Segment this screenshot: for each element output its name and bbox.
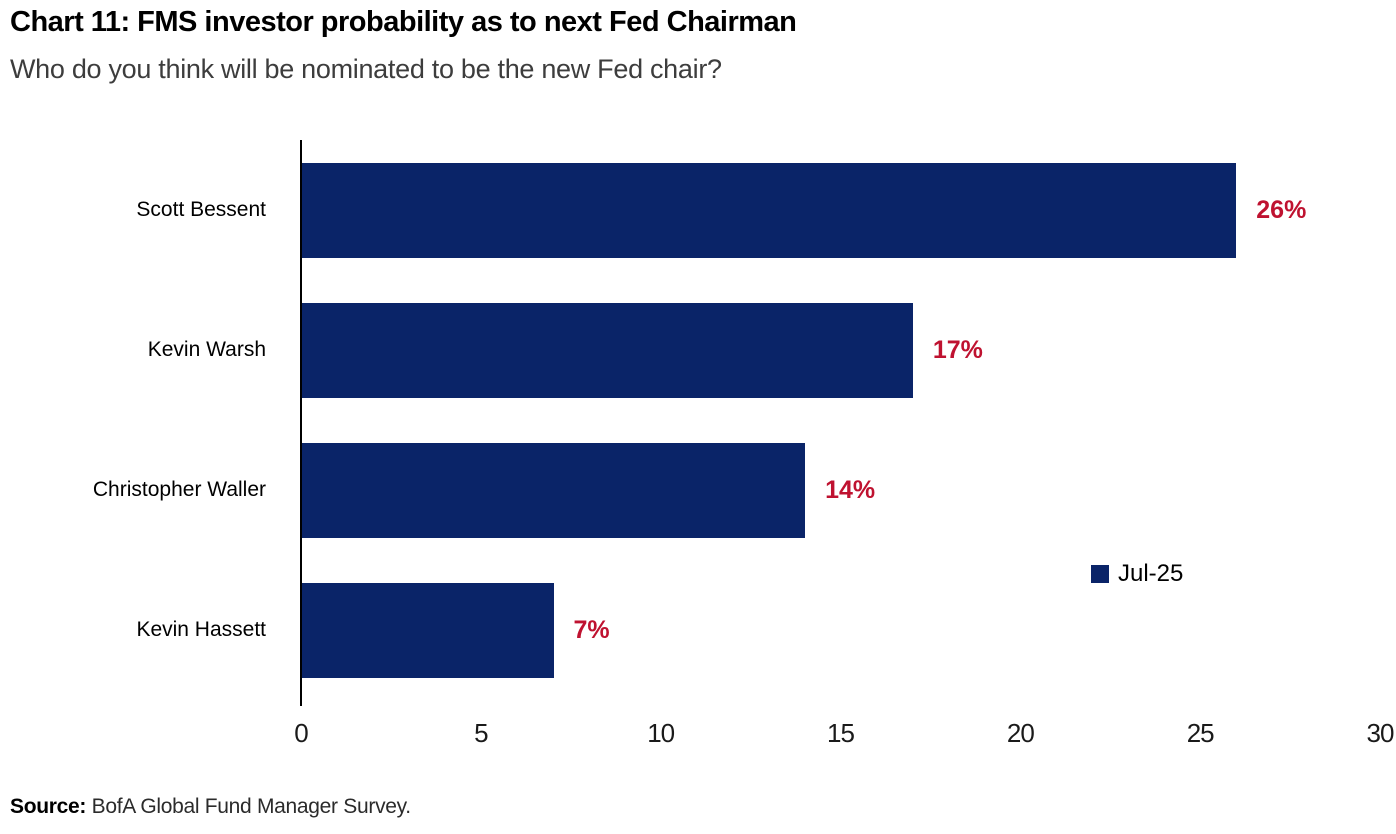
bar-track: 7% (302, 560, 1380, 700)
bar-track: 14% (302, 420, 1380, 560)
x-tick: 15 (827, 718, 855, 748)
bar (302, 582, 554, 678)
category-label: Kevin Warsh (147, 338, 266, 361)
bar-track: 17% (302, 280, 1380, 420)
value-label: 17% (932, 335, 983, 364)
x-tick: 0 (294, 718, 309, 748)
x-axis-ticks: 0 5 10 15 20 25 30 (0, 718, 1396, 758)
legend-label: Jul-25 (1118, 560, 1184, 587)
bar (302, 442, 806, 538)
source-line: Source: BofA Global Fund Manager Survey. (10, 795, 411, 819)
category-label: Kevin Hassett (136, 618, 266, 641)
source-label: Source: (10, 795, 87, 818)
x-tick: 10 (647, 718, 675, 748)
bar-chart: Scott Bessent 26% Kevin Warsh 17% Christophe… (0, 140, 1396, 780)
chart-subtitle: Who do you think will be nominated to be… (10, 54, 722, 84)
bar (302, 162, 1237, 258)
bar-row: Scott Bessent 26% (0, 140, 1396, 280)
value-label: 26% (1256, 195, 1307, 224)
legend: Jul-25 (1091, 560, 1183, 588)
legend-swatch (1091, 565, 1109, 583)
x-tick: 20 (1006, 718, 1035, 748)
source-text: BofA Global Fund Manager Survey. (86, 795, 412, 818)
category-label: Christopher Waller (92, 478, 266, 501)
category-label: Scott Bessent (136, 198, 266, 221)
value-label: 14% (825, 475, 876, 504)
chart-title: Chart 11: FMS investor probability as to… (10, 6, 797, 38)
x-tick: 25 (1186, 718, 1215, 748)
bar-track: 26% (302, 140, 1380, 280)
y-axis-line (300, 140, 302, 706)
x-tick: 5 (474, 718, 489, 748)
bar-rows: Scott Bessent 26% Kevin Warsh 17% Christophe… (0, 140, 1396, 700)
bar (302, 302, 913, 398)
bar-row: Kevin Hassett 7% (0, 560, 1396, 700)
x-tick: 30 (1366, 718, 1395, 748)
value-label: 7% (573, 615, 610, 644)
bar-row: Christopher Waller 14% (0, 420, 1396, 560)
bar-row: Kevin Warsh 17% (0, 280, 1396, 420)
